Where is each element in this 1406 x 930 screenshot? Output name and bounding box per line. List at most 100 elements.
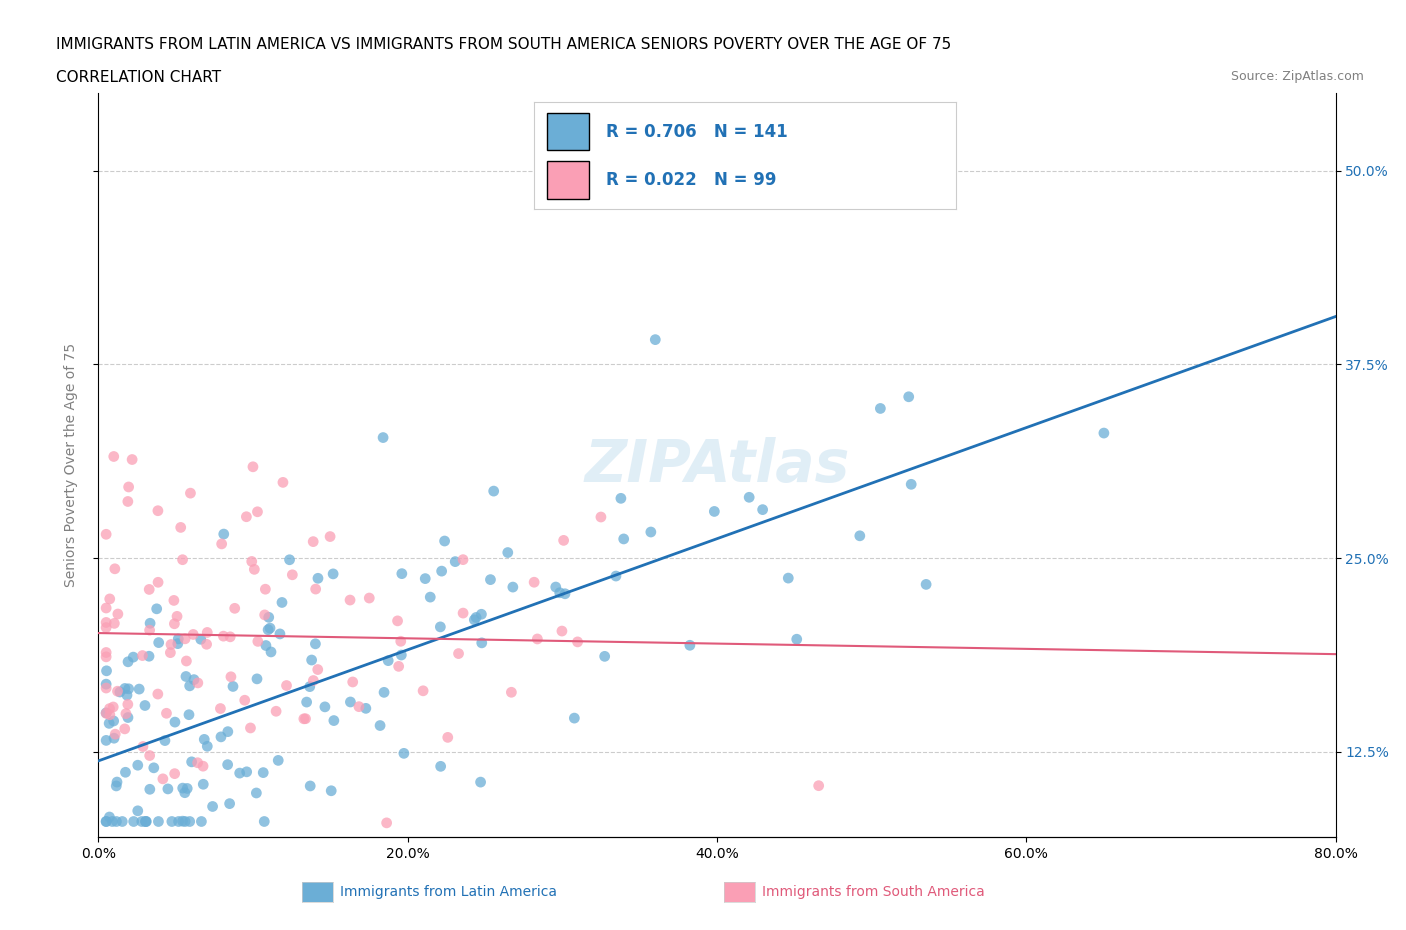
Point (430, 564, 453, 578)
Point (786, 631, 808, 646)
Point (146, 575, 169, 590)
Point (152, 771, 174, 786)
Point (98, 708, 121, 723)
Point (115, 687, 138, 702)
Point (163, 617, 186, 631)
Point (271, 595, 294, 610)
Point (138, 623, 160, 638)
Point (436, 730, 458, 745)
Point (132, 739, 155, 754)
Point (135, 814, 157, 829)
Point (163, 714, 186, 729)
Point (107, 684, 129, 698)
Point (122, 814, 145, 829)
Point (179, 814, 201, 829)
Point (117, 655, 139, 670)
Point (429, 759, 451, 774)
Point (387, 614, 409, 629)
Point (548, 585, 571, 600)
Point (146, 686, 169, 701)
Point (554, 586, 576, 601)
Point (190, 631, 212, 646)
Point (339, 695, 361, 710)
Point (138, 649, 160, 664)
Point (419, 590, 441, 604)
Point (373, 684, 395, 699)
Point (96, 733, 118, 748)
Point (553, 533, 575, 548)
Point (114, 722, 136, 737)
Point (222, 679, 245, 694)
Point (915, 577, 938, 591)
Point (190, 814, 212, 829)
Point (105, 778, 128, 793)
Point (322, 566, 344, 581)
Point (172, 552, 194, 567)
Point (259, 620, 281, 635)
Point (108, 684, 131, 699)
Point (371, 430, 394, 445)
Point (502, 579, 524, 594)
Point (117, 697, 139, 711)
Point (451, 552, 474, 567)
Point (163, 593, 186, 608)
Point (174, 669, 197, 684)
Point (482, 484, 505, 498)
Point (127, 758, 149, 773)
Point (869, 401, 891, 416)
FancyBboxPatch shape (547, 113, 589, 151)
Point (160, 637, 183, 652)
Point (257, 610, 280, 625)
Point (96, 814, 118, 829)
Point (307, 571, 329, 586)
Point (218, 796, 240, 811)
Text: Immigrants from Latin America: Immigrants from Latin America (340, 884, 557, 899)
Point (103, 616, 125, 631)
Point (322, 713, 344, 728)
Point (98, 810, 121, 825)
Point (155, 706, 177, 721)
Point (523, 575, 546, 590)
Point (610, 491, 633, 506)
Point (148, 635, 170, 650)
Point (195, 625, 218, 640)
Point (170, 520, 193, 535)
Point (321, 783, 343, 798)
Point (314, 699, 336, 714)
Point (183, 672, 205, 687)
Point (295, 695, 318, 710)
Point (897, 390, 920, 405)
Point (117, 494, 139, 509)
Text: CORRELATION CHART: CORRELATION CHART (56, 70, 221, 85)
Point (703, 504, 725, 519)
Point (131, 814, 153, 829)
Point (103, 699, 125, 714)
Point (305, 581, 328, 596)
Point (551, 624, 574, 639)
Point (276, 678, 298, 693)
Point (191, 759, 214, 774)
Point (319, 529, 342, 544)
Point (176, 654, 198, 669)
Point (98, 701, 121, 716)
Point (174, 631, 197, 646)
Point (246, 504, 269, 519)
Point (224, 601, 246, 616)
Point (153, 733, 176, 748)
Point (211, 537, 233, 551)
Point (593, 649, 616, 664)
Point (117, 480, 139, 495)
Text: IMMIGRANTS FROM LATIN AMERICA VS IMMIGRANTS FROM SOUTH AMERICA SENIORS POVERTY O: IMMIGRANTS FROM LATIN AMERICA VS IMMIGRA… (56, 37, 952, 52)
Point (172, 780, 194, 795)
Point (298, 679, 321, 694)
Point (121, 452, 143, 467)
Point (177, 707, 200, 722)
Point (465, 610, 488, 625)
Point (359, 591, 381, 605)
Point (388, 659, 411, 674)
Point (368, 718, 391, 733)
Point (260, 644, 283, 659)
Point (176, 781, 198, 796)
Text: Source: ZipAtlas.com: Source: ZipAtlas.com (1230, 70, 1364, 83)
Point (253, 607, 276, 622)
